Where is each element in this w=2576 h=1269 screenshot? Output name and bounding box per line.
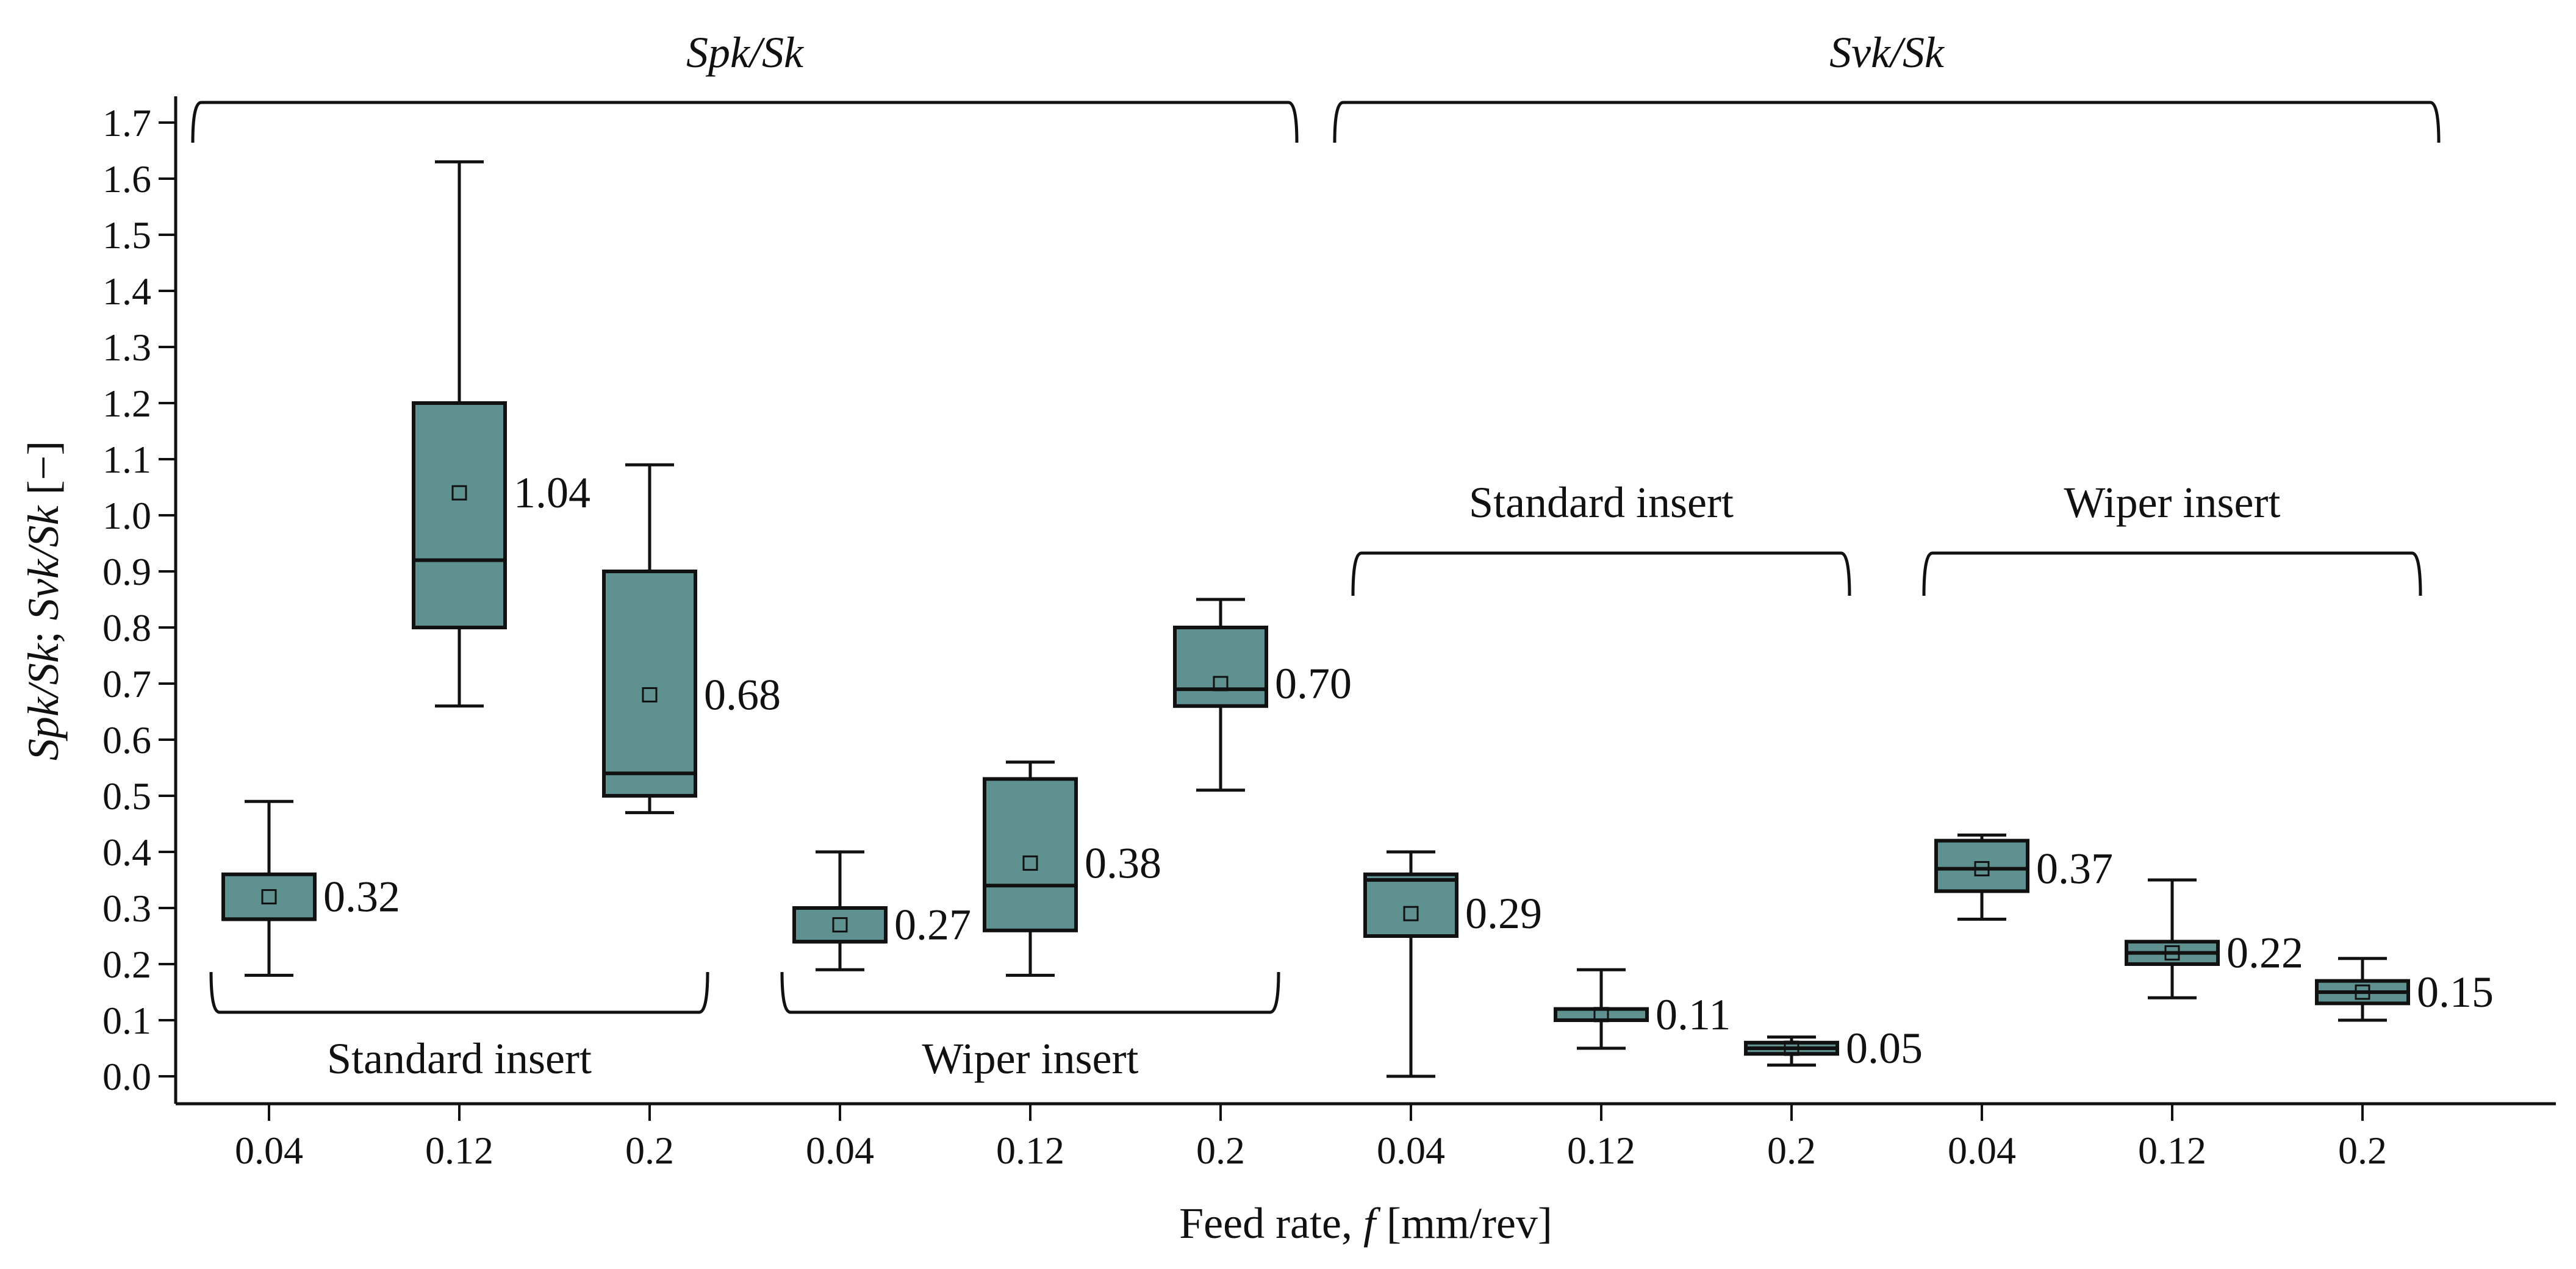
group-bracket [1351,551,1851,596]
group-bracket [780,971,1280,1014]
x-tick-label: 0.12 [425,1129,493,1172]
x-tick-label: 0.12 [1567,1129,1635,1172]
mean-marker [1974,861,1990,877]
box-group: 0.68 [602,463,781,815]
group-bracket [1333,101,2441,143]
box-iqr [602,570,697,798]
box-iqr [1363,872,1458,938]
mean-label: 0.38 [1085,838,1161,887]
box-group: 0.38 [983,760,1161,977]
box-group: 0.29 [1363,850,1542,1078]
mean-marker [642,687,658,702]
y-tick-label: 1.2 [102,382,151,425]
sub-group-label: Standard insert [1469,478,1734,527]
box-group: 0.32 [221,799,400,977]
y-tick-label: 1.3 [102,326,151,369]
x-axis-title: Feed rate, f [mm/rev] [1179,1199,1552,1248]
x-tick-label: 0.2 [1767,1129,1816,1172]
axes [174,96,2556,1106]
x-tick-label: 0.2 [2338,1129,2387,1172]
y-tick-label: 0.8 [102,606,151,649]
y-tick-label: 1.7 [102,101,151,145]
mean-label: 0.15 [2417,968,2494,1017]
mean-label: 0.29 [1465,889,1542,938]
x-tick-label: 0.12 [2138,1129,2206,1172]
box-group: 1.04 [412,160,590,708]
mean-marker [1784,1040,1799,1056]
group-bracket [191,101,1299,143]
mean-marker [2164,945,2180,961]
mean-label: 0.70 [1275,659,1352,708]
mean-marker [261,889,277,905]
box-iqr [221,872,317,921]
mean-label: 0.27 [894,901,971,949]
mean-marker [1213,676,1229,692]
x-tick-label: 0.2 [1196,1129,1245,1172]
y-tick-label: 0.7 [102,662,151,706]
x-tick-label: 0.04 [1948,1129,2016,1172]
group-brackets: Spk/Sk Svk/Sk Standard insert Wiper insert S… [191,28,2441,1083]
sub-group-label: Standard insert [327,1034,592,1083]
mean-label: 0.11 [1656,990,1731,1039]
top-group-label: Spk/Sk [686,28,805,77]
y-tick-label: 0.5 [102,774,151,818]
sub-group-label: Wiper insert [2064,478,2281,527]
y-tick-label: 0.9 [102,550,151,593]
y-tick-label: 1.1 [102,438,151,481]
boxes: 0.32 1.04 0.68 0.27 0.38 0.70 0.29 0.11 0.05 0.37… [221,160,2494,1078]
y-tick-label: 0.6 [102,718,151,762]
y-tick-label: 0.0 [102,1055,151,1098]
mean-label: 0.37 [2036,845,2113,893]
box-group: 0.37 [1934,833,2113,921]
y-tick-label: 1.4 [102,270,151,313]
mean-marker [451,485,467,501]
y-tick-label: 0.2 [102,943,151,986]
x-tick-label: 0.2 [625,1129,674,1172]
box-group: 0.11 [1554,968,1731,1050]
x-tick-label: 0.12 [996,1129,1064,1172]
mean-marker [1403,906,1419,921]
y-axis-title: Spk/Sk; Svk/Sk [−] [19,441,68,760]
box-group: 0.15 [2315,957,2494,1022]
x-tick-label: 0.04 [806,1129,874,1172]
box-iqr [1173,626,1268,708]
mean-label: 0.32 [323,873,400,921]
box-group: 0.22 [2125,878,2303,999]
x-tick-label: 0.04 [235,1129,303,1172]
box-iqr [792,906,888,944]
box-group: 0.05 [1744,1024,1923,1073]
mean-label: 0.68 [704,670,781,719]
top-group-label: Svk/Sk [1829,28,1945,77]
y-tick-label: 0.4 [102,831,151,874]
box-iqr [412,401,507,629]
mean-label: 0.05 [1846,1024,1923,1073]
mean-marker [832,917,848,933]
sub-group-label: Wiper insert [922,1034,1139,1083]
box-group: 0.70 [1173,598,1352,792]
mean-marker [1593,1007,1609,1023]
y-tick-label: 0.1 [102,999,151,1042]
group-bracket [1922,551,2422,596]
y-tick-label: 0.3 [102,887,151,930]
group-bracket [209,971,709,1014]
x-tick-label: 0.04 [1377,1129,1445,1172]
box-group: 0.27 [792,850,971,971]
box-iqr [983,777,1078,932]
y-tick-label: 1.6 [102,157,151,201]
y-tick-label: 1.0 [102,494,151,537]
x-ticks: 0.04 0.12 0.2 0.04 0.12 0.2 0.04 0.12 0.2 0.04 0.1… [235,1104,2387,1172]
y-ticks: 0.0 0.1 0.2 0.3 0.4 0.5 0.6 0.7 0.8 0.9 1.0 1.1 1.2 1… [102,101,176,1098]
mean-label: 1.04 [514,468,590,517]
y-tick-label: 1.5 [102,213,151,257]
mean-marker [1022,855,1038,871]
box-iqr [1934,838,2029,893]
mean-label: 0.22 [2226,929,2303,978]
mean-marker [2355,984,2370,1000]
